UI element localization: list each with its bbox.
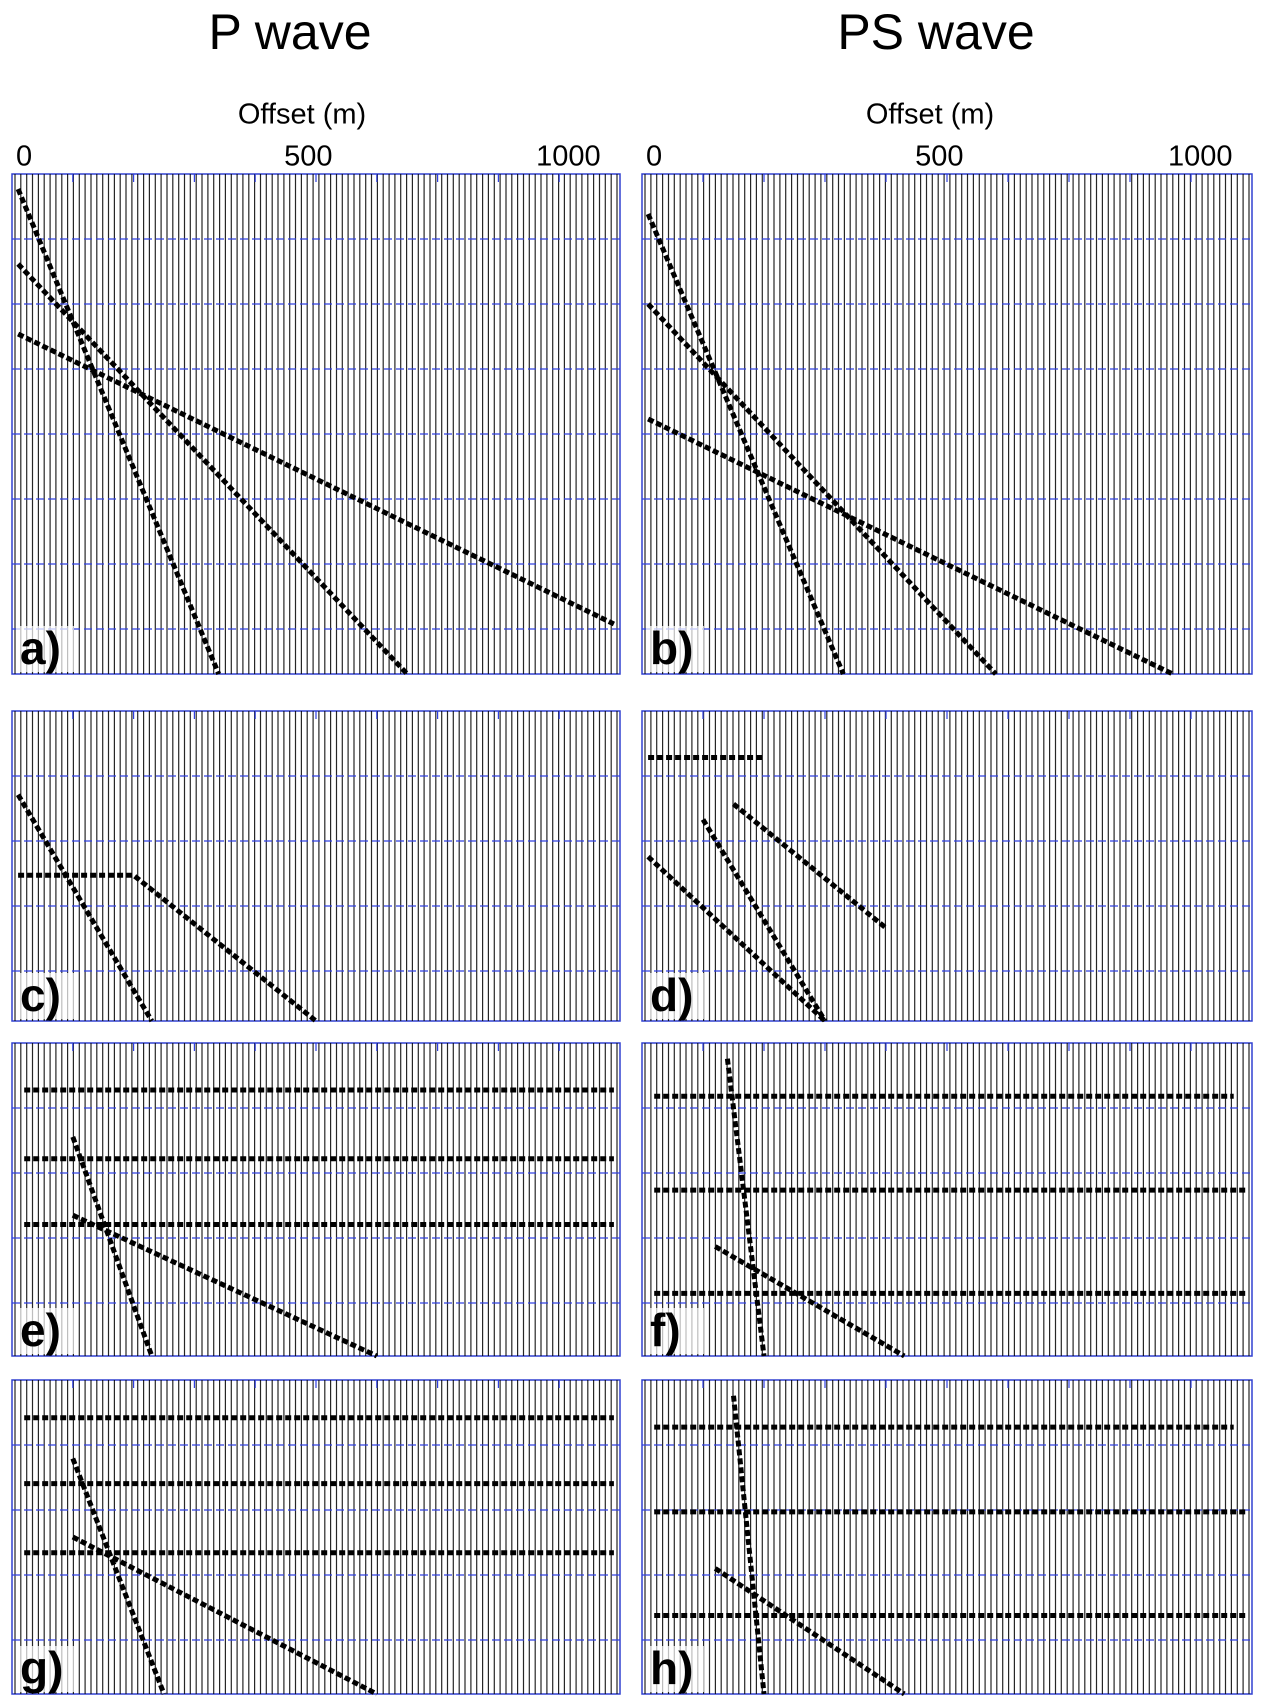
panel-label: e) xyxy=(20,1304,61,1356)
panel-label: h) xyxy=(650,1642,693,1694)
panel-label: f) xyxy=(650,1304,681,1356)
figure: P wave PS wave Offset (m) Offset (m) 0 50… xyxy=(0,0,1266,1697)
column-title: PS wave xyxy=(837,4,1034,60)
axis-label: Offset (m) xyxy=(866,99,994,131)
panel-label: d) xyxy=(650,969,693,1021)
tick-label: 0 xyxy=(16,141,32,173)
tick-label: 500 xyxy=(284,141,332,173)
axis-label: Offset (m) xyxy=(238,99,366,131)
tick-label: 1000 xyxy=(536,141,601,173)
panel-label: a) xyxy=(20,622,61,674)
panel-label: b) xyxy=(650,622,693,674)
tick-label: 500 xyxy=(915,141,963,173)
tick-label: 0 xyxy=(646,141,662,173)
panel-label: g) xyxy=(20,1642,63,1694)
tick-label: 1000 xyxy=(1168,141,1233,173)
panel-label: c) xyxy=(20,969,61,1021)
column-title: P wave xyxy=(208,4,371,60)
